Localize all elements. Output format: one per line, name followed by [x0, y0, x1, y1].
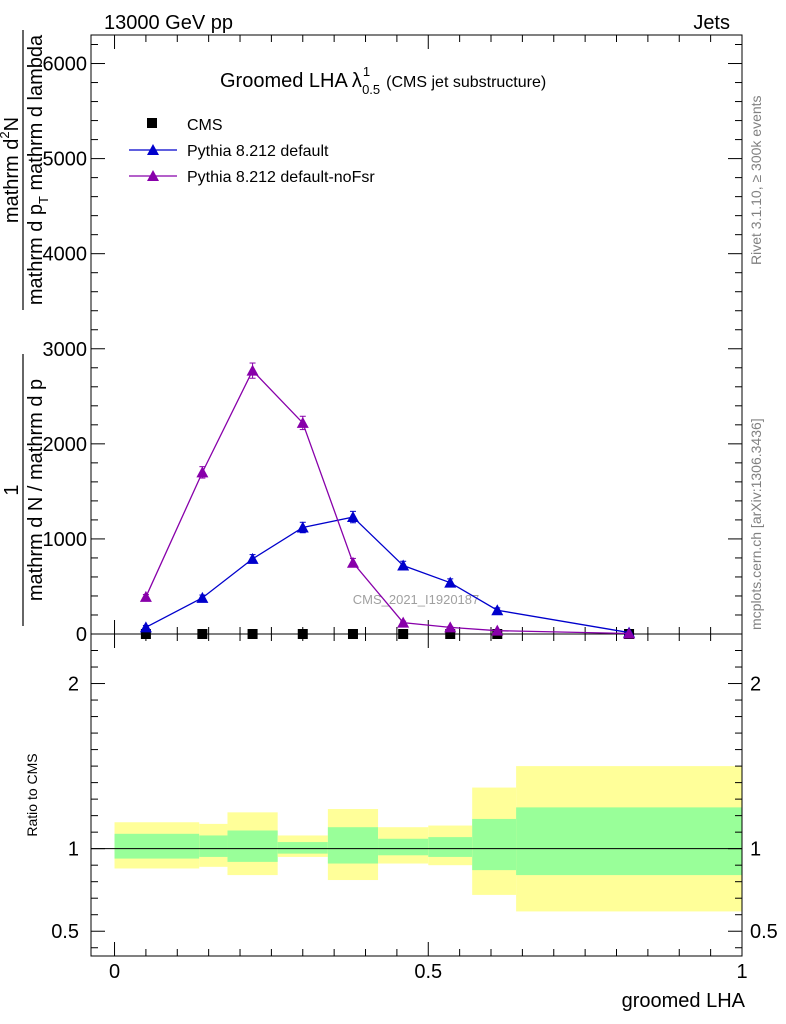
main-y-tick-label: 1000	[43, 529, 88, 551]
ratio-band-green-2	[227, 830, 278, 862]
data-point-pythia-8-212-default	[346, 511, 359, 523]
ratio-band-green-1	[199, 835, 228, 857]
analysis-watermark: CMS_2021_I1920187	[353, 592, 480, 607]
chart-title: Groomed LHA λ1 0.5 (CMS jet substructure)	[220, 64, 546, 97]
data-point-pythia-8-212-default-nofsr	[196, 466, 209, 478]
ratio-band-green-4	[327, 827, 379, 864]
main-y-tick-label: 2000	[43, 434, 88, 456]
data-point-pythia-8-212-default-nofsr	[491, 624, 504, 636]
legend: CMS Pythia 8.212 default Pythia 8.212 de…	[129, 117, 375, 186]
main-y-axis-label: 1 mathrm d N / mathrm d p mathrm d2N mat…	[0, 30, 51, 626]
ratio-y-tick-label-left: 2	[68, 674, 79, 696]
ratio-y-tick-label-left: 1	[68, 839, 79, 861]
chart-title-main: Groomed LHA	[220, 70, 348, 92]
ratio-y-tick-label-right: 0.5	[750, 921, 778, 943]
data-point-pythia-8-212-default	[444, 576, 457, 588]
data-point-pythia-8-212-default-nofsr	[444, 621, 457, 633]
main-y-tick-label: 5000	[43, 149, 88, 171]
data-point-pythia-8-212-default-nofsr	[246, 364, 259, 376]
data-point-cms	[398, 629, 409, 639]
x-tick-label: 0	[109, 961, 120, 983]
main-y-tick-label: 4000	[43, 244, 88, 266]
main-y-tick-label: 0	[76, 624, 87, 646]
ratio-band-green-6	[428, 837, 473, 857]
ylabel-den-tail: mathrm d lambda	[25, 34, 47, 196]
x-axis-label: groomed LHA	[622, 990, 746, 1012]
ylabel-inner-numerator: mathrm d2N	[0, 117, 23, 223]
legend-cms-label: CMS	[187, 117, 223, 134]
main-y-tick-label: 6000	[43, 54, 88, 76]
mcplots-reference-text: mcplots.cern.ch [arXiv:1306.3436]	[748, 418, 764, 630]
ratio-band-green-5	[378, 838, 429, 856]
data-point-cms	[297, 629, 308, 639]
data-point-pythia-8-212-default	[246, 552, 259, 564]
data-point-pythia-8-212-default-nofsr	[346, 556, 359, 568]
ylabel-num-tail: N	[1, 117, 23, 131]
chart-title-superscript: 1	[363, 64, 370, 79]
x-tick-label: 1	[736, 961, 747, 983]
data-point-cms	[347, 629, 358, 639]
ylabel-num-main: mathrm d	[1, 139, 23, 223]
data-point-pythia-8-212-default-nofsr	[397, 616, 410, 628]
data-point-pythia-8-212-default-nofsr	[296, 416, 309, 428]
legend-nofsr-label: Pythia 8.212 default-noFsr	[187, 169, 375, 186]
ratio-band-green-3	[277, 842, 328, 854]
chart-title-note: (CMS jet substructure)	[386, 74, 546, 91]
legend-nofsr-marker	[147, 170, 159, 181]
data-point-cms	[197, 629, 208, 639]
ratio-axis-ticks: 0 0.5 10.5 0.51 12 2	[51, 634, 778, 983]
ratio-plot-frame	[90, 633, 743, 957]
series-layer	[139, 362, 636, 639]
ratio-y-tick-label-left: 0.5	[51, 921, 79, 943]
ylabel-inner-denominator: mathrm d pT mathrm d lambda	[25, 34, 51, 305]
data-point-pythia-8-212-default	[397, 559, 410, 571]
data-point-cms	[140, 629, 151, 639]
x-tick-label: 0.5	[414, 961, 442, 983]
legend-default-label: Pythia 8.212 default	[187, 143, 329, 160]
data-point-cms	[445, 629, 456, 639]
legend-cms-marker	[147, 118, 157, 128]
data-point-cms	[247, 629, 258, 639]
data-point-pythia-8-212-default-nofsr	[623, 627, 636, 639]
series-line-pythia-8-212-default	[145, 516, 630, 634]
ratio-band-green-8	[516, 807, 742, 876]
ratio-y-tick-label-right: 2	[750, 674, 761, 696]
data-point-pythia-8-212-default	[196, 591, 209, 603]
ylabel-top-numerator: 1	[1, 484, 23, 495]
chart-title-subscript: 0.5	[362, 82, 380, 97]
data-point-pythia-8-212-default	[491, 604, 504, 616]
data-point-pythia-8-212-default	[139, 621, 152, 633]
main-axis-ticks: 0 1000 2000 3000 4000 5000 6000	[43, 35, 743, 646]
ylabel-outer-denominator: mathrm d N / mathrm d p	[25, 379, 47, 601]
ratio-y-tick-label-right: 1	[750, 839, 761, 861]
chart-title-symbol: λ	[352, 70, 362, 92]
rivet-version-text: Rivet 3.1.10, ≥ 300k events	[748, 95, 764, 265]
main-y-tick-label: 3000	[43, 339, 88, 361]
ratio-bands	[114, 766, 742, 912]
ylabel-num-sup: 2	[0, 131, 12, 138]
ratio-band-green-7	[472, 818, 517, 871]
ylabel-den-main: mathrm d p	[25, 204, 47, 305]
header-right-text: Jets	[693, 12, 730, 34]
data-point-pythia-8-212-default-nofsr	[139, 590, 152, 602]
ratio-y-axis-label: Ratio to CMS	[24, 753, 40, 836]
header-left-text: 13000 GeV pp	[104, 12, 233, 34]
ratio-band-green-0	[114, 833, 200, 859]
ylabel-den-sub: T	[36, 196, 51, 204]
legend-default-marker	[147, 144, 159, 155]
data-point-pythia-8-212-default	[296, 521, 309, 533]
